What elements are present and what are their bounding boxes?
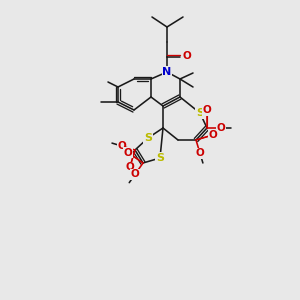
Text: O: O	[124, 148, 133, 158]
Text: O: O	[125, 162, 134, 172]
Text: N: N	[162, 67, 172, 77]
Text: O: O	[202, 105, 211, 115]
Text: O: O	[183, 51, 191, 61]
Text: O: O	[196, 148, 204, 158]
Text: S: S	[196, 108, 204, 118]
Text: O: O	[209, 130, 218, 140]
Text: S: S	[156, 153, 164, 163]
Text: O: O	[130, 169, 139, 179]
Text: S: S	[144, 133, 152, 143]
Text: O: O	[217, 123, 225, 133]
Text: O: O	[117, 141, 126, 151]
